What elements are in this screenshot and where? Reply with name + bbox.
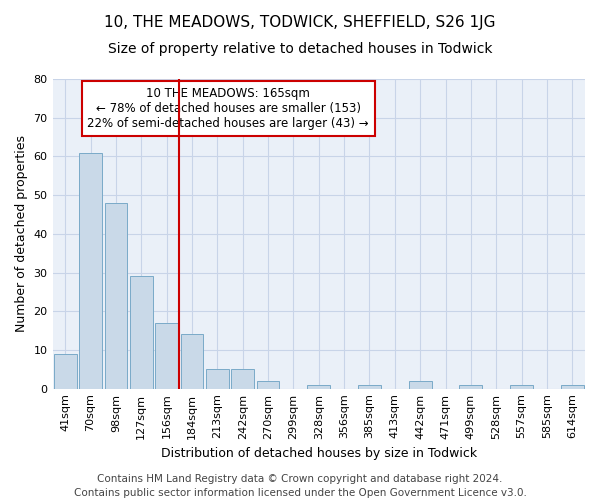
Bar (231, 370, 254, 388)
Bar (510, 385, 533, 388)
Bar (460, 385, 482, 388)
Bar (257, 381, 280, 388)
Bar (206, 370, 229, 388)
X-axis label: Distribution of detached houses by size in Todwick: Distribution of detached houses by size … (161, 447, 477, 460)
Bar (79, 152, 102, 388)
Bar (181, 334, 203, 388)
Text: 10, THE MEADOWS, TODWICK, SHEFFIELD, S26 1JG: 10, THE MEADOWS, TODWICK, SHEFFIELD, S26… (104, 15, 496, 30)
Bar (561, 385, 584, 388)
Y-axis label: Number of detached properties: Number of detached properties (15, 136, 28, 332)
Bar (409, 381, 431, 388)
Bar (54, 354, 77, 388)
Bar (358, 385, 381, 388)
Bar (307, 385, 330, 388)
Text: Contains HM Land Registry data © Crown copyright and database right 2024.
Contai: Contains HM Land Registry data © Crown c… (74, 474, 526, 498)
Bar (130, 276, 152, 388)
Bar (155, 323, 178, 388)
Text: 10 THE MEADOWS: 165sqm
← 78% of detached houses are smaller (153)
22% of semi-de: 10 THE MEADOWS: 165sqm ← 78% of detached… (88, 86, 369, 130)
Bar (104, 203, 127, 388)
Text: Size of property relative to detached houses in Todwick: Size of property relative to detached ho… (108, 42, 492, 56)
